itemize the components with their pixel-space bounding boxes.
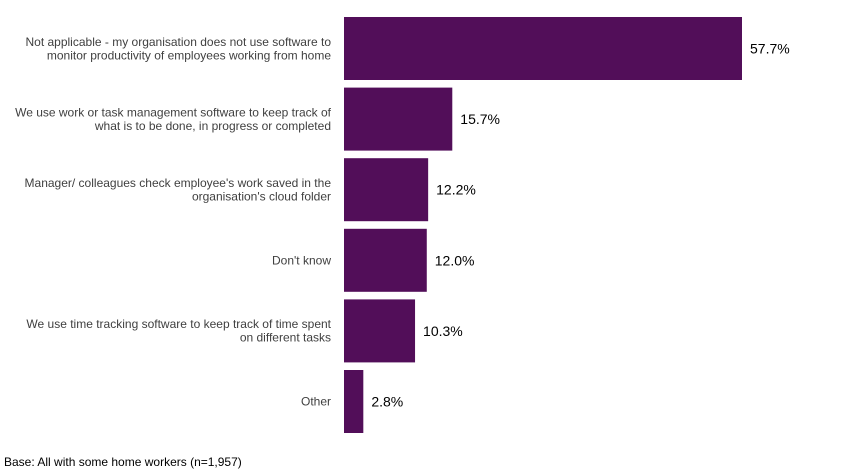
category-label: We use work or task management software … bbox=[15, 105, 332, 119]
value-label: 12.0% bbox=[435, 252, 475, 268]
category-label: what is to be done, in progress or compl… bbox=[94, 119, 331, 133]
bar bbox=[344, 228, 427, 292]
category-label: Don't know bbox=[272, 253, 331, 267]
category-label: Manager/ colleagues check employee's wor… bbox=[25, 176, 332, 190]
bar bbox=[344, 158, 429, 222]
category-label: organisation's cloud folder bbox=[192, 189, 331, 203]
category-label: Other bbox=[301, 395, 331, 409]
base-footnote: Base: All with some home workers (n=1,95… bbox=[4, 455, 242, 469]
value-label: 12.2% bbox=[436, 182, 476, 198]
category-label: monitor productivity of employees workin… bbox=[47, 48, 331, 62]
category-label: We use time tracking software to keep tr… bbox=[26, 317, 331, 331]
bar bbox=[344, 17, 742, 80]
value-label: 10.3% bbox=[423, 323, 463, 339]
bars-group: 57.7% Not applicable - my organisation do… bbox=[15, 17, 790, 433]
value-label: 2.8% bbox=[371, 394, 403, 410]
value-label: 15.7% bbox=[460, 111, 500, 127]
bar bbox=[344, 370, 364, 433]
bar bbox=[344, 87, 453, 151]
category-label: on different tasks bbox=[240, 331, 331, 345]
bar bbox=[344, 299, 416, 363]
category-label: Not applicable - my organisation does no… bbox=[25, 35, 331, 49]
value-label: 57.7% bbox=[750, 41, 790, 57]
